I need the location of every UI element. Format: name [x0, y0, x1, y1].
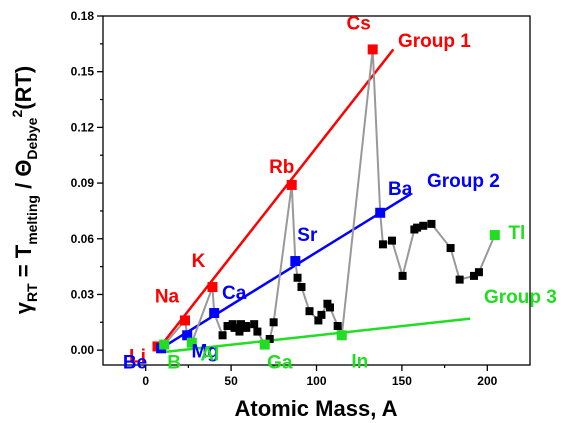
y-tick-label: 0.09: [71, 176, 95, 190]
data-point: [218, 331, 227, 340]
element-label-tl: Tl: [508, 223, 525, 244]
data-markers: [152, 44, 500, 354]
data-point: [317, 310, 326, 319]
x-axis-title: Atomic Mass, A: [234, 396, 397, 421]
data-point: [419, 221, 428, 230]
fit-line-group-1: [156, 48, 395, 351]
data-point: [469, 271, 478, 280]
y-tick-label: 0.00: [71, 343, 95, 357]
group-1-point: [179, 315, 190, 326]
x-tick-label: 100: [306, 374, 326, 388]
group-2-label: Group 2: [427, 171, 500, 192]
group-2-point: [209, 308, 220, 319]
x-tick-label: 50: [224, 374, 238, 388]
y-tick-label: 0.12: [71, 120, 95, 134]
group-1-point: [207, 282, 218, 293]
data-point: [253, 327, 262, 336]
element-label-ba: Ba: [388, 179, 413, 200]
element-label-al: Al: [200, 345, 219, 366]
y-title-tail: (RT): [11, 66, 36, 110]
group-1-point: [367, 44, 378, 55]
data-point: [237, 320, 246, 329]
svg-text:γRT = Tmelting / ΘDebye2(RT): γRT = Tmelting / ΘDebye2(RT): [9, 66, 40, 314]
element-label-rb: Rb: [269, 157, 294, 178]
data-point: [230, 323, 239, 332]
element-label-ga: Ga: [267, 353, 293, 374]
element-label-mg: Mg: [191, 341, 218, 362]
element-label-k: K: [192, 251, 206, 272]
x-tick-label: 150: [392, 374, 412, 388]
y-axis-title: γRT = Tmelting / ΘDebye2(RT): [9, 66, 40, 314]
y-tick-label: 0.06: [71, 232, 95, 246]
y-tick-label: 0.18: [71, 9, 95, 23]
element-label-na: Na: [155, 286, 180, 307]
data-point: [398, 271, 407, 280]
element-label-b: B: [167, 353, 181, 374]
data-point: [427, 219, 436, 228]
axis-ticks: 0 50 100 150 200 0.00 0.03 0.06 0.09 0.12 0.15 0.18: [71, 9, 498, 388]
element-label-in: In: [351, 351, 368, 372]
data-point: [297, 283, 306, 292]
element-label-cs: Cs: [347, 13, 371, 34]
data-point: [333, 322, 342, 331]
group-3-point: [186, 337, 197, 348]
data-point: [223, 322, 232, 331]
y-title-gamma: γ: [11, 301, 36, 314]
data-point: [265, 335, 274, 344]
fit-line-group-3: [164, 317, 471, 354]
data-point: [305, 307, 314, 316]
group-3-point: [259, 339, 270, 350]
group-1-point: [286, 179, 297, 190]
group-2-point: [375, 207, 386, 218]
y-tick-label: 0.03: [71, 287, 95, 301]
group-2-point: [290, 256, 301, 267]
point-labels: Li Na K Rb Cs Group 1 Be Mg Ca Sr Ba Group 2 B Al Ga In…: [123, 13, 557, 373]
group-3-point: [489, 230, 500, 241]
data-point: [455, 275, 464, 284]
element-label-li: Li: [129, 346, 146, 367]
y-title-gamma-sub: RT: [24, 283, 40, 302]
element-label-be: Be: [123, 352, 147, 373]
group-3-point: [336, 330, 347, 341]
group-2-point: [182, 330, 193, 341]
data-point: [269, 318, 278, 327]
x-tick-label: 200: [477, 374, 497, 388]
y-title-sup: 2: [9, 110, 25, 118]
group-3-point: [159, 339, 170, 350]
element-label-ca: Ca: [222, 283, 247, 304]
data-point: [446, 244, 455, 253]
fit-line-group-2: [160, 193, 412, 350]
data-point: [241, 322, 250, 331]
data-point: [474, 268, 483, 277]
element-label-sr: Sr: [297, 225, 318, 246]
data-point: [387, 236, 396, 245]
y-tick-label: 0.15: [71, 65, 95, 79]
data-point: [314, 316, 323, 325]
y-title-eq: = T: [11, 244, 36, 283]
y-title-t-sub: melting: [24, 195, 40, 245]
data-point: [250, 320, 259, 329]
data-point: [378, 240, 387, 249]
x-tick-label: 0: [142, 374, 149, 388]
data-point: [413, 223, 422, 232]
data-point: [325, 303, 334, 312]
y-title-theta-sub: Debye: [24, 117, 40, 159]
data-point: [235, 327, 244, 336]
group-1-label: Group 1: [398, 31, 471, 52]
data-point: [293, 273, 302, 282]
group-3-label: Group 3: [484, 287, 557, 308]
y-title-slash: / Θ: [11, 160, 36, 195]
fit-lines: [156, 48, 471, 354]
